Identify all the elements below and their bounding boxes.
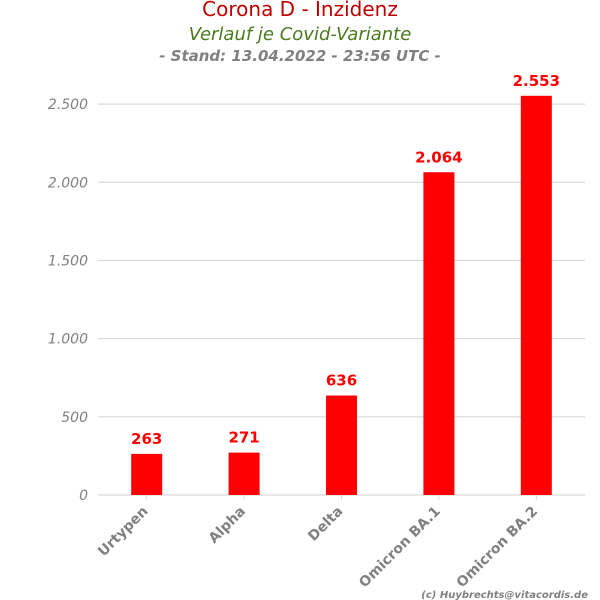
data-label: 2.553 [513,72,560,90]
data-label: 2.064 [415,148,462,166]
y-tick-label: 2.000 [48,175,88,191]
chart-stand-timestamp: - Stand: 13.04.2022 - 23:56 UTC - [159,47,441,65]
x-tick-label: Omicron BA.2 [454,504,542,592]
chart-title: Corona D - Inzidenz [202,0,398,21]
bar [131,453,163,495]
credit-text: (c) Huybrechts@vitacordis.de [421,590,588,600]
x-tick-label: Delta [305,504,346,545]
data-label: 271 [228,429,259,447]
x-tick-label: Urtypen [95,504,151,560]
x-tick-label: Omicron BA.1 [356,504,444,592]
y-axis: 0 500 1.000 1.500 2.000 2.500 [48,97,88,504]
y-tick-label: 2.500 [48,97,88,113]
gridlines [98,103,585,496]
bar [228,452,260,495]
y-tick-label: 0 [79,488,88,504]
chart-subtitle: Verlauf je Covid-Variante [189,24,412,45]
y-tick-label: 500 [61,410,88,426]
bar [520,95,552,495]
x-tick-label: Alpha [206,504,249,547]
y-tick-label: 1.000 [48,332,88,348]
data-labels: 263 271 636 2.064 2.553 [131,72,560,448]
bar [423,172,455,496]
bar [326,395,357,495]
data-label: 263 [131,430,162,448]
y-tick-label: 1.500 [48,253,88,269]
x-axis: Urtypen Alpha Delta Omicron BA.1 Omicron BA.… [95,495,541,591]
bars [131,95,552,496]
data-label: 636 [326,372,357,390]
